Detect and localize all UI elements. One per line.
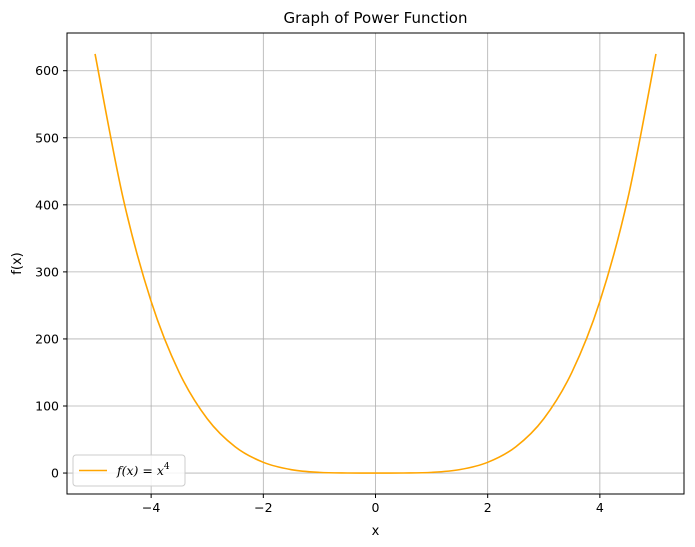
series-layer: [94, 53, 657, 474]
x-tick-label: 0: [372, 500, 380, 515]
y-tick-label: 600: [35, 63, 59, 78]
legend-label: f(x) = x4: [116, 462, 170, 478]
legend-label-sup: 4: [164, 462, 170, 472]
y-tick-label: 400: [35, 197, 59, 212]
grid: [67, 33, 684, 494]
x-tick-label: −4: [142, 500, 160, 515]
x-axis-label: x: [372, 524, 380, 539]
chart-title: Graph of Power Function: [284, 9, 468, 27]
y-axis-label: f(x): [10, 252, 25, 274]
legend-box: [72, 454, 186, 487]
y-tick-label: 200: [35, 331, 59, 346]
y-tick-label: 0: [51, 466, 59, 481]
y-tick-label: 300: [35, 264, 59, 279]
x-tick-label: −2: [254, 500, 272, 515]
y-tick-label: 100: [35, 398, 59, 413]
legend-label-main: f(x) = x: [116, 463, 164, 478]
x-tick-label: 4: [596, 500, 604, 515]
legend: f(x) = x4: [72, 454, 186, 487]
y-tick-label: 500: [35, 130, 59, 145]
ticks: −4 −2 0 2 4 0 100 200 300 400 500 600: [35, 63, 604, 515]
series-line: [94, 53, 657, 474]
x-tick-label: 2: [484, 500, 492, 515]
